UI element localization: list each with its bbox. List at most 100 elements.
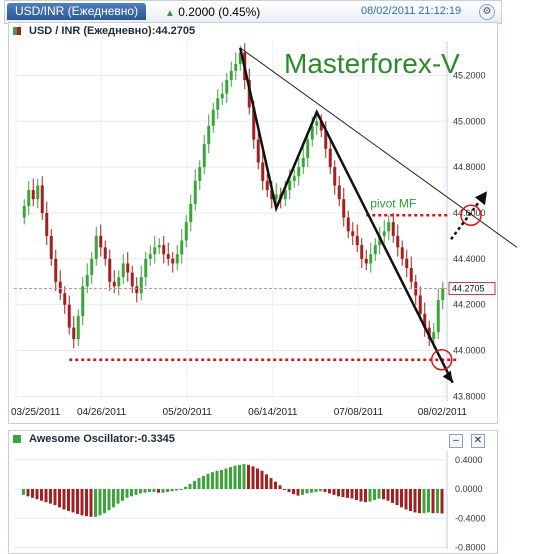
osc-bar xyxy=(310,489,313,493)
osc-y-tick-label: -0.8000 xyxy=(455,543,486,553)
candle-body xyxy=(175,254,179,264)
candle-body xyxy=(378,235,382,246)
candle-body xyxy=(126,263,130,273)
osc-bar xyxy=(94,489,97,517)
osc-y-tick-label: -0.4000 xyxy=(455,513,486,523)
candle-body xyxy=(436,300,440,333)
candle-body xyxy=(351,231,355,236)
osc-bar xyxy=(346,489,349,498)
price-change: ▲ 0.2000 (0.45%) xyxy=(165,4,260,22)
osc-bar xyxy=(188,483,192,490)
osc-bar xyxy=(215,470,219,490)
osc-bar xyxy=(422,489,426,514)
oscillator-panel: Awesome Oscillator:-0.3345 – ✕ 0.4000 0.0… xyxy=(8,430,498,554)
osc-bar xyxy=(98,489,102,516)
osc-bar xyxy=(391,489,394,503)
candle-body xyxy=(153,247,157,255)
osc-bar xyxy=(287,489,291,492)
close-button[interactable]: ✕ xyxy=(471,434,485,448)
candle-body xyxy=(270,190,274,200)
symbol-tab[interactable]: USD/INR (Ежедневно) xyxy=(7,3,147,20)
osc-bar xyxy=(49,489,52,504)
osc-bar xyxy=(157,489,160,493)
y-tick-label: 44.2000 xyxy=(453,300,486,310)
candle-body xyxy=(112,281,116,287)
candle-body xyxy=(171,258,175,264)
osc-bar xyxy=(278,485,282,490)
osc-bar xyxy=(301,489,304,495)
candle-body xyxy=(166,254,170,259)
price-chart-title-text: USD / INR (Ежедневно):44.2705 xyxy=(29,25,196,37)
osc-bar xyxy=(116,489,120,504)
osc-bar xyxy=(125,489,129,498)
candle-body xyxy=(292,176,296,181)
candle-body xyxy=(211,109,215,126)
osc-bar xyxy=(251,466,255,490)
candle-body xyxy=(40,185,44,213)
osc-bar xyxy=(26,489,30,497)
candle-body xyxy=(103,247,107,259)
osc-bar xyxy=(413,489,417,513)
settings-icon[interactable]: ⚙ xyxy=(479,4,495,20)
candle-body xyxy=(27,190,31,207)
osc-bar xyxy=(67,489,70,511)
osc-bar xyxy=(355,489,358,500)
price-change-value: 0.2000 (0.45%) xyxy=(178,5,261,19)
candle-body xyxy=(130,272,134,287)
osc-bar xyxy=(184,486,187,490)
osc-bar xyxy=(409,489,412,511)
candle-body xyxy=(360,245,364,259)
candle-body xyxy=(297,167,301,177)
osc-bar xyxy=(44,489,48,503)
candle-body xyxy=(207,125,211,145)
osc-bar xyxy=(440,489,444,514)
osc-bar xyxy=(229,467,232,490)
candle-body xyxy=(405,258,409,269)
osc-bar xyxy=(193,480,196,490)
candle-body xyxy=(256,139,260,163)
osc-bar xyxy=(260,470,264,490)
candle-body xyxy=(346,217,350,232)
candle-body xyxy=(391,222,395,236)
x-tick-label: 06/14/2011 xyxy=(248,407,298,418)
candle-body xyxy=(283,190,287,200)
candle-body xyxy=(216,98,220,110)
osc-bar xyxy=(292,489,295,495)
candle-body xyxy=(337,185,341,200)
osc-bar xyxy=(148,489,151,492)
candle-body xyxy=(189,203,193,223)
watermark-text: Masterforex-V xyxy=(284,48,460,79)
candle-body xyxy=(180,240,184,255)
candle-body xyxy=(99,235,103,248)
osc-y-tick-label: 0.0000 xyxy=(455,484,483,494)
candle-body xyxy=(202,144,206,168)
pivot-circle-icon xyxy=(460,204,482,227)
up-arrow-icon: ▲ xyxy=(165,8,175,19)
osc-bar xyxy=(152,489,156,492)
osc-bar xyxy=(337,489,340,497)
y-tick-label: 44.8000 xyxy=(453,162,486,172)
osc-bar xyxy=(170,489,174,492)
osc-bar xyxy=(265,474,268,490)
osc-bar xyxy=(224,468,228,490)
last-price-box xyxy=(448,282,496,296)
osc-bar xyxy=(386,489,390,501)
osc-bar xyxy=(112,489,115,508)
osc-bar xyxy=(58,489,61,508)
candle-body xyxy=(76,316,80,340)
candle-body xyxy=(58,281,62,294)
candle-body xyxy=(117,277,121,287)
candle-body xyxy=(31,190,35,200)
candle-body xyxy=(220,93,224,99)
candle-body xyxy=(193,180,197,204)
osc-bar xyxy=(305,489,309,494)
candle-body xyxy=(423,313,427,328)
candle-body xyxy=(409,268,413,282)
candle-body xyxy=(148,254,152,259)
osc-bar xyxy=(368,489,372,502)
candle-body xyxy=(252,107,256,140)
osc-bar xyxy=(89,489,93,517)
osc-bar xyxy=(53,489,57,506)
minimize-button[interactable]: – xyxy=(449,434,463,448)
osc-bar xyxy=(85,489,88,517)
